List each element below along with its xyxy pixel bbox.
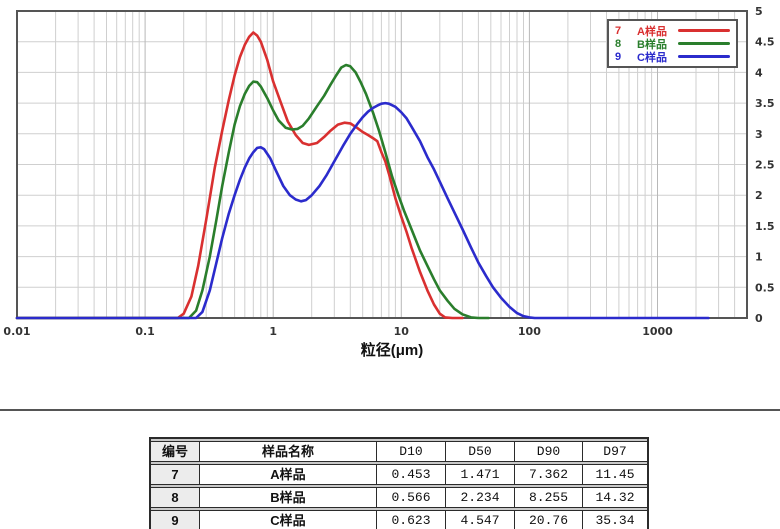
legend-series-id: 9 (615, 50, 622, 63)
table-row: 7 A样品 0.453 1.471 7.362 11.45 (151, 464, 647, 485)
y-tick-label: 1.5 (755, 220, 775, 233)
cell-d10: 0.453 (377, 464, 446, 485)
legend: 7 A样品 8 B样品 9 C样品 (607, 19, 738, 68)
legend-series-id: 7 (615, 24, 622, 37)
cell-sample-name: C样品 (200, 510, 377, 529)
legend-series-name: A样品 (637, 25, 667, 38)
legend-series-id: 8 (615, 37, 622, 50)
x-tick-label: 0.1 (135, 325, 155, 338)
col-header-d10: D10 (377, 441, 446, 462)
cell-sample-id: 7 (151, 464, 200, 485)
cell-d90: 7.362 (515, 464, 583, 485)
y-tick-label: 0.5 (755, 281, 775, 294)
x-tick-label: 100 (518, 325, 541, 338)
table-row: 8 B样品 0.566 2.234 8.255 14.32 (151, 487, 647, 508)
legend-row-sample-b: 8 B样品 (615, 37, 730, 51)
legend-row-sample-a: 7 A样品 (615, 24, 730, 38)
y-tick-label: 4 (755, 66, 763, 79)
cell-d50: 1.471 (446, 464, 515, 485)
cell-d10: 0.566 (377, 487, 446, 508)
legend-line-swatch (678, 29, 730, 32)
plot-border (16, 10, 748, 319)
divider-line (0, 409, 780, 411)
legend-line-swatch (678, 42, 730, 45)
col-header-d97: D97 (583, 441, 647, 462)
y-tick-label: 1 (755, 251, 763, 264)
series-line-9 (15, 101, 710, 320)
legend-row-sample-c: 9 C样品 (615, 50, 730, 64)
legend-series-name: B样品 (637, 38, 667, 51)
y-tick-label: 5 (755, 5, 763, 18)
legend-line-swatch (678, 55, 730, 58)
col-header-d90: D90 (515, 441, 583, 462)
cell-sample-id: 8 (151, 487, 200, 508)
results-table-wrap: 编号 样品名称 D10 D50 D90 D97 7 A样品 0.453 1.47… (149, 437, 649, 529)
table-header-row: 编号 样品名称 D10 D50 D90 D97 (151, 441, 647, 462)
x-tick-label: 1000 (642, 325, 673, 338)
y-tick-label: 3 (755, 128, 763, 141)
y-tick-label: 0 (755, 312, 763, 325)
cell-d90: 20.76 (515, 510, 583, 529)
cell-d50: 4.547 (446, 510, 515, 529)
cell-sample-name: B样品 (200, 487, 377, 508)
series-line-8 (15, 63, 490, 320)
cell-d97: 11.45 (583, 464, 647, 485)
cell-sample-id: 9 (151, 510, 200, 529)
x-tick-label: 10 (394, 325, 410, 338)
cell-d10: 0.623 (377, 510, 446, 529)
legend-series-name: C样品 (637, 51, 667, 64)
cell-d50: 2.234 (446, 487, 515, 508)
cell-sample-name: A样品 (200, 464, 377, 485)
chart-svg: 0.01 0.1 1 10 100 1000 5 4.5 4 3.5 3 2.5 2 1.5 1 0.5 0 (3, 5, 775, 338)
col-header-d50: D50 (446, 441, 515, 462)
results-table: 编号 样品名称 D10 D50 D90 D97 7 A样品 0.453 1.47… (149, 437, 649, 529)
table-row: 9 C样品 0.623 4.547 20.76 35.34 (151, 510, 647, 529)
cell-d97: 35.34 (583, 510, 647, 529)
y-tick-label: 2 (755, 189, 763, 202)
y-tick-label: 3.5 (755, 97, 775, 110)
col-header-name: 样品名称 (200, 441, 377, 462)
x-tick-label: 1 (269, 325, 277, 338)
series-line-7 (15, 31, 464, 320)
y-tick-label: 4.5 (755, 36, 775, 49)
col-header-id: 编号 (151, 441, 200, 462)
xaxis-title: 粒径(μm) (360, 342, 424, 359)
x-tick-label: 0.01 (3, 325, 30, 338)
cell-d90: 8.255 (515, 487, 583, 508)
cell-d97: 14.32 (583, 487, 647, 508)
y-tick-label: 2.5 (755, 159, 775, 172)
